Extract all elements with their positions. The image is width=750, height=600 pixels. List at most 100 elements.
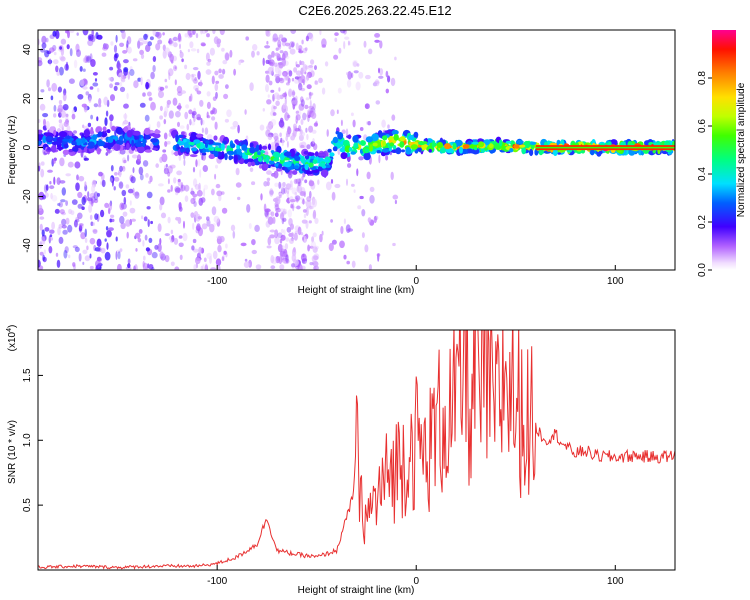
spectrogram-frame	[37, 29, 676, 271]
noise-speckle	[136, 154, 142, 162]
noise-speckle	[345, 128, 349, 137]
noise-speckle	[274, 212, 279, 218]
ridge-cell	[201, 152, 207, 156]
noise-speckle	[379, 40, 383, 49]
noise-speckle	[285, 254, 289, 263]
noise-speckle	[135, 248, 138, 252]
noise-speckle	[223, 93, 229, 100]
noise-speckle	[139, 49, 145, 56]
noise-speckle	[129, 69, 135, 76]
noise-speckle	[47, 169, 53, 173]
ridge-cell	[529, 141, 537, 145]
noise-speckle	[145, 81, 150, 90]
ridge-cell	[68, 149, 74, 153]
noise-speckle	[38, 259, 41, 268]
ridge-cell	[401, 149, 405, 153]
noise-speckle	[65, 173, 71, 177]
noise-speckle	[346, 72, 349, 76]
noise-speckle	[299, 191, 306, 197]
noise-speckle	[77, 94, 84, 100]
ridge-cell	[230, 143, 236, 149]
noise-speckle	[291, 253, 297, 262]
ridge-cell	[395, 147, 402, 155]
noise-speckle	[369, 194, 375, 204]
noise-speckle	[145, 44, 151, 52]
noise-speckle	[76, 32, 79, 36]
noise-speckle	[110, 165, 114, 172]
noise-speckle	[206, 101, 211, 109]
ridge-cell	[552, 148, 558, 157]
noise-speckle	[215, 91, 218, 99]
noise-speckle	[38, 60, 43, 67]
noise-speckle	[311, 198, 318, 208]
noise-speckle	[312, 232, 317, 238]
noise-speckle	[120, 202, 127, 210]
noise-speckle	[143, 255, 146, 261]
noise-speckle	[190, 73, 197, 77]
noise-speckle	[205, 52, 210, 62]
noise-speckle	[290, 223, 294, 230]
noise-speckle	[206, 115, 211, 119]
noise-speckle	[158, 90, 164, 99]
noise-speckle	[339, 30, 346, 34]
noise-speckle	[259, 124, 265, 131]
noise-speckle	[65, 200, 68, 207]
noise-speckle	[330, 179, 334, 184]
noise-speckle	[57, 104, 64, 113]
noise-speckle	[72, 262, 76, 267]
noise-speckle	[150, 71, 155, 80]
ridge-cell	[183, 139, 187, 143]
noise-speckle	[214, 121, 218, 130]
noise-speckle	[109, 83, 113, 89]
noise-speckle	[87, 56, 90, 62]
noise-speckle	[118, 181, 124, 189]
ridge-cell	[226, 145, 231, 150]
noise-speckle	[201, 223, 208, 230]
noise-speckle	[114, 172, 118, 176]
noise-speckle	[300, 119, 304, 125]
snr-x-tick-label: 0	[413, 576, 419, 587]
noise-speckle	[284, 112, 290, 121]
noise-speckle	[280, 234, 286, 241]
noise-speckle	[385, 70, 389, 78]
noise-speckle	[77, 203, 83, 209]
noise-speckle	[214, 70, 219, 76]
noise-speckle	[281, 37, 287, 43]
noise-speckle	[88, 97, 92, 103]
noise-speckle	[59, 157, 65, 167]
noise-speckle	[353, 189, 356, 194]
noise-speckle	[214, 173, 217, 180]
noise-speckle	[199, 79, 203, 87]
ridge-cell	[133, 130, 141, 136]
noise-speckle	[41, 194, 47, 200]
noise-speckle	[105, 110, 109, 117]
noise-speckle	[299, 60, 302, 66]
noise-speckle	[155, 43, 161, 51]
noise-speckle	[184, 195, 189, 202]
noise-speckle	[94, 247, 101, 252]
noise-speckle	[167, 68, 174, 77]
noise-speckle	[101, 179, 106, 188]
noise-speckle	[125, 219, 131, 227]
noise-speckle	[138, 229, 143, 234]
noise-speckle	[123, 67, 129, 73]
noise-speckle	[303, 235, 307, 243]
noise-speckle	[394, 56, 397, 61]
noise-speckle	[195, 33, 199, 39]
noise-speckle	[146, 191, 153, 199]
noise-speckle	[65, 115, 69, 122]
noise-speckle	[266, 177, 271, 182]
noise-speckle	[266, 40, 269, 45]
noise-speckle	[198, 182, 201, 192]
noise-speckle	[290, 232, 294, 238]
spectrogram-x-label: Height of straight line (km)	[298, 285, 415, 296]
ridge-cell	[325, 164, 331, 169]
noise-speckle	[147, 263, 150, 269]
noise-speckle	[284, 91, 287, 100]
noise-speckle	[106, 99, 110, 108]
noise-speckle	[363, 40, 367, 48]
ridge-cell	[283, 151, 292, 157]
noise-speckle	[265, 31, 271, 37]
noise-speckle	[206, 252, 213, 259]
noise-speckle	[143, 33, 148, 41]
